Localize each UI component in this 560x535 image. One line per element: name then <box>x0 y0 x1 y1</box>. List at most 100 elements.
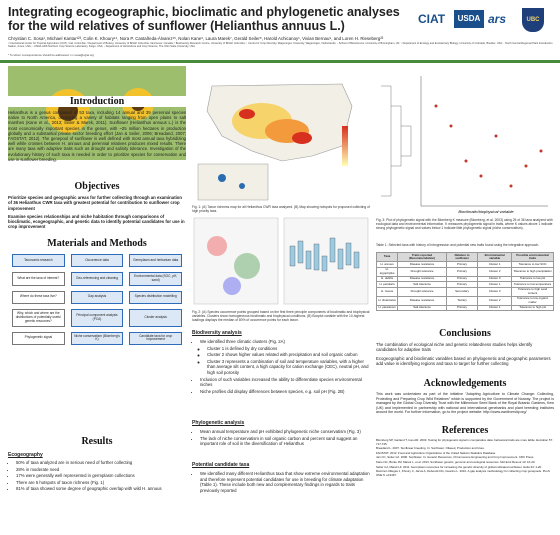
legend-bar <box>342 126 348 166</box>
subheading: Phylogenetic analysis <box>192 420 245 426</box>
contact: * To whom correspondence should be addre… <box>8 53 94 57</box>
section-heading: Materials and Methods <box>47 238 147 249</box>
section-heading: Objectives <box>74 181 120 192</box>
box <box>297 240 304 264</box>
conclusions: The combination of ecological niche and … <box>376 342 554 370</box>
reference: Ramírez-Villegas J, Khoury C, Jarvis A, … <box>376 469 550 477</box>
bullet: Mean annual temperature and pH exhibited… <box>200 429 370 435</box>
column-header: Traits reported (Recommendation) <box>397 252 447 262</box>
cluster <box>234 253 260 279</box>
point <box>539 149 543 153</box>
affiliations: ¹ International Center for Tropical Agri… <box>8 42 553 49</box>
table-header: Taxa Traits reported (Recommendation) Rela… <box>375 252 554 262</box>
point <box>479 174 483 178</box>
section-heading: References <box>441 425 489 436</box>
subheading: Biodiversity analysis <box>192 330 242 336</box>
title-line: for the wild relatives of sunflower (Hel… <box>8 19 345 33</box>
bullet: Cluster 1 is defined by dry conditions <box>207 346 370 352</box>
table-cell: Tolerance to low pH <box>511 275 554 283</box>
table-cell: H. divaricatus <box>375 295 399 306</box>
section-heading: Introduction <box>8 96 186 107</box>
reference: Blomberg SP, Garland T, Ives AR. 2003. T… <box>376 438 553 446</box>
box <box>337 248 344 270</box>
column-header: Taxa <box>375 252 399 262</box>
figure-3: Bioclimatic/biophysical variable <box>376 66 554 216</box>
flow-node: What are the taxa of interest? <box>12 272 65 286</box>
table-cell: Cluster 3 <box>477 286 513 297</box>
box <box>353 251 360 269</box>
pca-points <box>207 236 260 295</box>
flow-node: Species distribution modelling <box>129 290 182 304</box>
reference: Jan CC, Seiler GJ. 2006. Sunflower. In: … <box>376 455 535 460</box>
bullet-list: 50% of taxa analyzed are in serious need… <box>8 460 186 493</box>
bullet: 50% of taxa analyzed are in serious need… <box>16 460 186 466</box>
table-body: H. annuus Disease resistance Primary Cluste… <box>375 261 554 312</box>
flow-node: Candidate taxa for crop improvement <box>129 331 182 346</box>
table-cell: Cluster 3 <box>477 275 513 283</box>
table-cell: Drought tolerance <box>397 286 447 297</box>
title: Integrating ecogeographic, bioclimatic a… <box>8 5 408 33</box>
bullet: Cluster 2 shows higher values related wi… <box>207 352 370 358</box>
table: Taxa Traits reported (Recommendation) Rela… <box>375 252 554 312</box>
flow-node: Cluster analysis <box>129 308 182 327</box>
box <box>313 243 320 271</box>
table-row: H. argophyllus Drought tolerance Primary Cl… <box>375 266 554 277</box>
inset-map <box>197 163 269 201</box>
flow-node: Principal component analysis (PCA) <box>70 308 124 327</box>
table-cell: Tolerance to high pH <box>511 304 554 312</box>
intro-text: Helianthus is a genus composed of 53 tax… <box>8 110 186 162</box>
table-caption: Table 1. Selected taxa with history of i… <box>376 243 540 247</box>
bullet-list: We identified many different Helianthus … <box>192 471 370 494</box>
flow-node: Where do these taxa live? <box>12 290 65 304</box>
hotspot <box>239 183 245 189</box>
subheading: Ecogeography <box>8 452 43 458</box>
flow-node: Geo-referencing and cleaning <box>70 272 124 286</box>
table-cell: H. paradoxus <box>375 304 399 312</box>
tree-branch <box>381 85 412 197</box>
intro-image <box>8 66 186 160</box>
bullet: 17% were generally well represented in g… <box>16 473 186 479</box>
flow-node: Phylogenetic signal <box>12 331 65 346</box>
logo-ciat: CIAT <box>418 12 446 26</box>
list-item: Examine species relationships and niche … <box>8 213 185 230</box>
table-cell: Cluster 2 <box>477 295 513 306</box>
column-header: Possible environmental traits <box>511 252 554 262</box>
table-cell: Tolerance to low organic matter <box>511 295 554 306</box>
table-cell: Salt tolerance <box>397 304 447 312</box>
table-row: H. niveus Drought tolerance Secondary Clust… <box>375 286 554 297</box>
table-cell: Tolerance to high precipitation <box>511 266 554 277</box>
figure-caption: Fig. 3: Plot of phylogenetic signal with… <box>376 218 553 231</box>
column-header: Environmental variable <box>477 252 513 262</box>
table-cell: Cluster 1 <box>477 304 513 312</box>
hotspot <box>218 174 226 182</box>
logos: CIAT USDA ars UBC <box>418 8 558 34</box>
table-cell: Cluster 2 <box>477 266 513 277</box>
axis-label: Bioclimatic/biophysical variable <box>458 209 514 214</box>
figure-bg <box>376 66 554 216</box>
bullet-list: We identified three climatic clusters (F… <box>192 339 370 395</box>
section-heading: Conclusions <box>439 328 491 339</box>
column-header: Relation to sunflower <box>445 252 479 262</box>
point <box>524 164 528 168</box>
cluster <box>223 277 241 295</box>
flow-node: Taxonomic research <box>12 254 65 267</box>
acknowledgements-text: This work was undertaken as part of the … <box>376 392 554 414</box>
objectives: Prioritize species and geographic areas … <box>8 195 186 233</box>
header-rule <box>0 60 560 63</box>
table-cell: Primary <box>445 275 479 283</box>
flow-node: Occurrence data <box>70 254 124 267</box>
bullet: Cluster 3 represents a combination of so… <box>207 359 370 376</box>
list-item: Ecogeographic and bioclimatic variables … <box>376 355 551 367</box>
list-item: Prioritize species and geographic areas … <box>8 195 183 211</box>
subheading: Potential candidate taxa <box>192 462 250 468</box>
reference: FAOSTAT. 2012. Food and Agriculture Orga… <box>376 450 497 455</box>
k-points <box>434 104 543 188</box>
flow-node: Germplasm and herbarium data <box>129 254 182 267</box>
figure-caption: Fig. 2: (A) Species occurrence points gr… <box>192 310 370 323</box>
box <box>329 237 336 263</box>
logo-usda: USDA <box>454 10 484 28</box>
flowchart: Taxonomic research Occurrence data Germpla… <box>12 254 182 346</box>
table-cell: H. niveus <box>375 286 399 297</box>
title-line: Integrating ecogeographic, bioclimatic a… <box>8 5 400 19</box>
richness-zone <box>292 132 312 144</box>
